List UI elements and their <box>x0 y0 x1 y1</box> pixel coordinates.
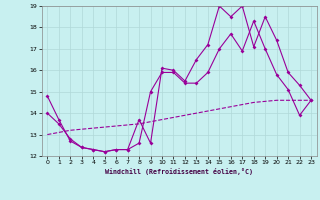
X-axis label: Windchill (Refroidissement éolien,°C): Windchill (Refroidissement éolien,°C) <box>105 168 253 175</box>
